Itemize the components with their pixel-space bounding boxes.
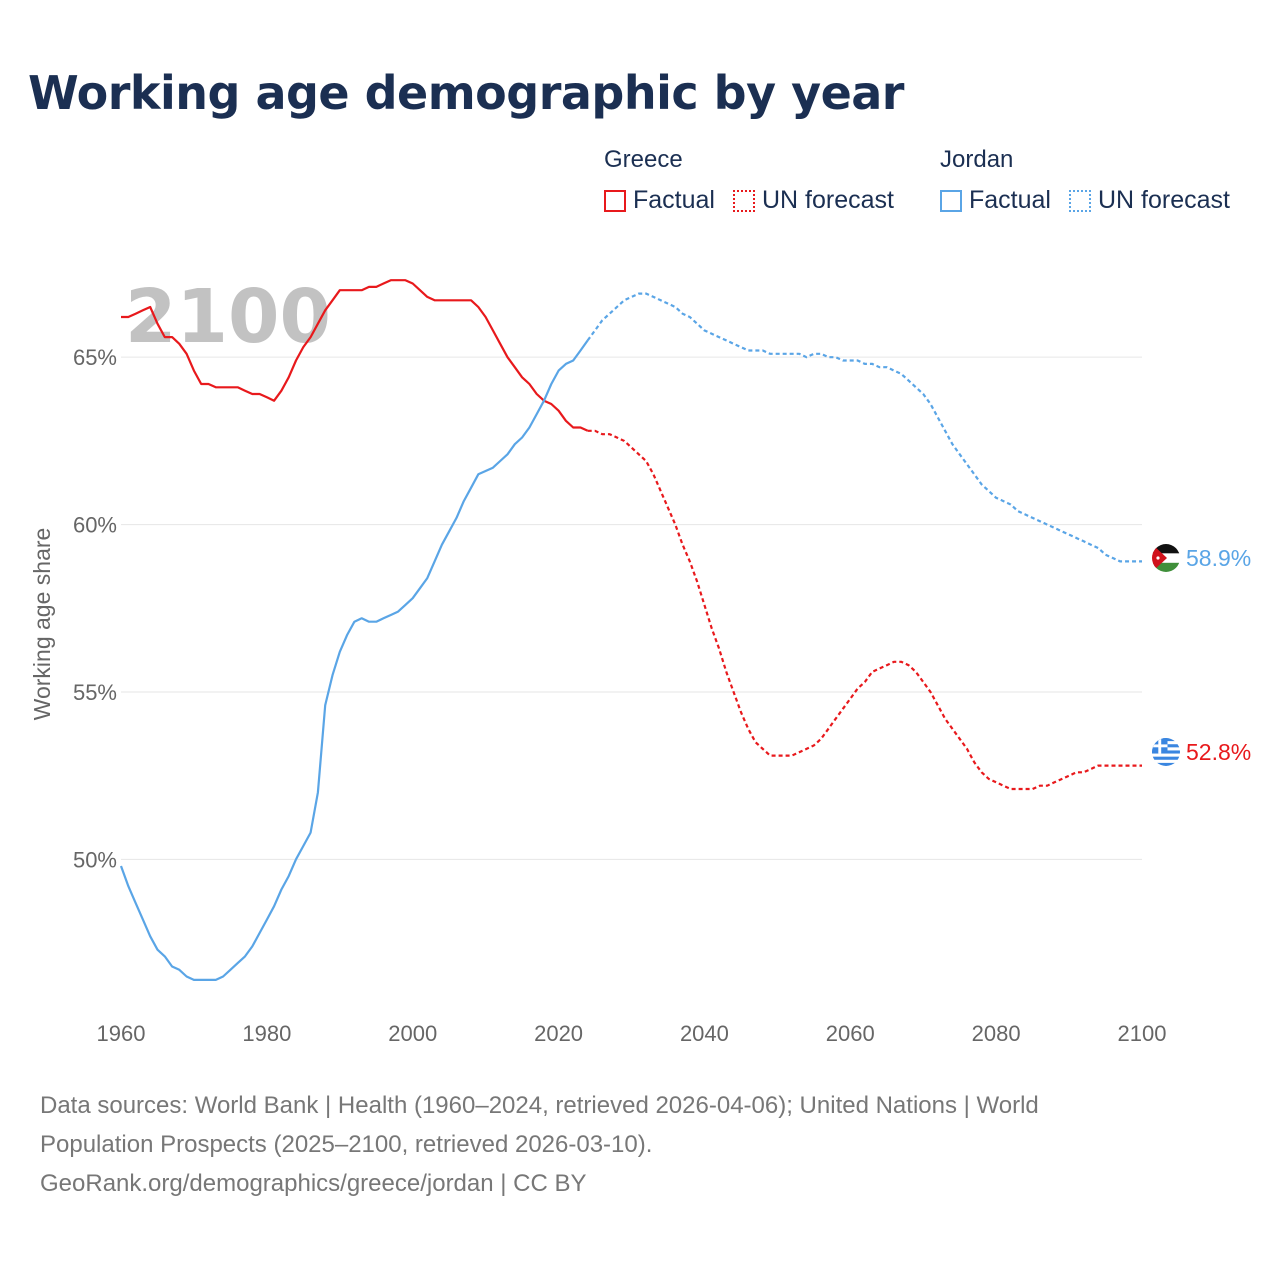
source-line: Data sources: World Bank | Health (1960–… (40, 1092, 1039, 1119)
legend-label: UN forecast (1097, 186, 1230, 214)
y-tick-label: 50% (73, 847, 117, 872)
x-tick-label: 2060 (826, 1021, 875, 1046)
x-tick-label: 2100 (1118, 1021, 1167, 1046)
x-tick-label: 2020 (534, 1021, 583, 1046)
legend-swatch-solid (604, 189, 626, 212)
legend-group-name: Greece (604, 146, 683, 173)
year-watermark: 2100 (125, 274, 331, 360)
greece-flag-icon (1152, 738, 1180, 766)
source-note: Data sources: World Bank | Health (1960–… (40, 1086, 1240, 1203)
y-tick-label: 65% (73, 345, 117, 370)
legend-swatch-dotted (1068, 189, 1091, 212)
legend-swatch-dotted (732, 189, 755, 212)
source-line: Population Prospects (2025–2100, retriev… (40, 1131, 653, 1158)
legend-label: UN forecast (761, 186, 894, 214)
series-line-greece-factual[interactable] (121, 279, 589, 432)
line-chart: 2100 50% 55% 60% 65% 1960 1980 2000 2020 2040 206… (29, 274, 1251, 1046)
x-tick-label: 2080 (972, 1021, 1021, 1046)
jordan-flag-icon (1152, 544, 1180, 572)
chart-title: Working age demographic by year (28, 66, 905, 120)
legend-label: Factual (633, 186, 715, 214)
y-tick-label: 55% (73, 680, 117, 705)
series-line-jordan-factual[interactable] (119, 339, 589, 981)
end-label-jordan: 58.9% (1186, 545, 1251, 571)
x-tick-label: 2000 (388, 1021, 437, 1046)
y-axis-label: Working age share (29, 528, 55, 721)
source-line[interactable]: GeoRank.org/demographics/greece/jordan |… (40, 1170, 587, 1197)
series-line-greece-forecast[interactable] (587, 429, 1142, 791)
series-line-jordan-forecast[interactable] (586, 292, 1142, 563)
x-tick-label: 1960 (97, 1021, 146, 1046)
legend-item-jordan-factual[interactable]: Factual (940, 186, 1051, 215)
legend-item-jordan-forecast[interactable]: UN forecast (1068, 186, 1230, 215)
y-tick-label: 60% (73, 513, 117, 538)
legend-label: Factual (969, 186, 1051, 214)
end-label-greece: 52.8% (1186, 739, 1251, 765)
x-tick-label: 2040 (680, 1021, 729, 1046)
legend-group-jordan: Jordan Factual UN forecast (940, 146, 1248, 215)
x-tick-label: 1980 (242, 1021, 291, 1046)
legend-group-greece: Greece Factual UN forecast (604, 146, 912, 215)
legend-item-greece-factual[interactable]: Factual (604, 186, 715, 215)
legend-item-greece-forecast[interactable]: UN forecast (732, 186, 894, 215)
legend-group-name: Jordan (940, 146, 1014, 173)
legend-swatch-solid (940, 189, 962, 212)
